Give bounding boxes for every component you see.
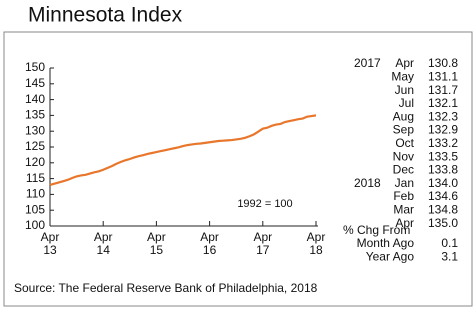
x-tick-label: 13 bbox=[43, 243, 57, 257]
table-month: Mar bbox=[393, 202, 414, 216]
x-tick-label: 18 bbox=[309, 243, 323, 257]
y-tick-label: 100 bbox=[25, 218, 45, 232]
x-tick-label: Apr bbox=[253, 230, 272, 244]
y-tick-label: 140 bbox=[25, 92, 45, 106]
table-year: 2017 bbox=[354, 56, 381, 70]
x-tick-label: Apr bbox=[41, 230, 60, 244]
table-year: 2018 bbox=[354, 176, 381, 190]
table-value: 133.2 bbox=[428, 136, 458, 150]
x-tick-label: 16 bbox=[203, 243, 217, 257]
table-month: Feb bbox=[393, 189, 414, 203]
x-tick-label: Apr bbox=[94, 230, 113, 244]
table-value: 131.1 bbox=[428, 69, 458, 83]
table-value: 135.0 bbox=[428, 216, 458, 230]
table-month: Apr bbox=[395, 56, 414, 70]
annotation: 1992 = 100 bbox=[237, 198, 292, 210]
table-value: 132.9 bbox=[428, 123, 458, 137]
table-month: Aug bbox=[393, 109, 414, 123]
change-header: % Chg From bbox=[343, 223, 410, 237]
x-tick-label: Apr bbox=[307, 230, 326, 244]
y-tick-label: 145 bbox=[25, 76, 45, 90]
y-tick-label: 105 bbox=[25, 202, 45, 216]
table-value: 133.5 bbox=[428, 149, 458, 163]
change-label: Year Ago bbox=[366, 249, 415, 263]
table-value: 132.3 bbox=[428, 109, 458, 123]
x-tick-label: Apr bbox=[200, 230, 219, 244]
x-tick-label: Apr bbox=[147, 230, 166, 244]
table-month: Sep bbox=[393, 123, 415, 137]
table-value: 131.7 bbox=[428, 83, 458, 97]
table-month: Jan bbox=[395, 176, 414, 190]
x-tick-label: 15 bbox=[150, 243, 164, 257]
table-value: 134.8 bbox=[428, 202, 458, 216]
chart-title: Minnesota Index bbox=[28, 4, 183, 27]
y-tick-label: 135 bbox=[25, 108, 45, 122]
line bbox=[49, 114, 317, 186]
table-month: Dec bbox=[393, 163, 414, 177]
table-value: 134.6 bbox=[428, 189, 458, 203]
frame bbox=[3, 31, 473, 307]
table-month: May bbox=[391, 69, 414, 83]
table-month: Apr bbox=[395, 216, 414, 230]
y-tick-label: 120 bbox=[25, 155, 45, 169]
table-value: 130.8 bbox=[428, 56, 458, 70]
y-tick-label: 130 bbox=[25, 123, 45, 137]
source: Source: The Federal Reserve Bank of Phil… bbox=[14, 281, 318, 295]
table-month: Jun bbox=[395, 83, 414, 97]
y-tick-label: 110 bbox=[26, 187, 45, 201]
change-value: 0.1 bbox=[441, 236, 458, 250]
table-month: Nov bbox=[393, 149, 414, 163]
table-value: 133.8 bbox=[428, 163, 458, 177]
table-value: 134.0 bbox=[428, 176, 458, 190]
table-month: Jul bbox=[399, 96, 414, 110]
y-tick-label: 150 bbox=[25, 60, 45, 74]
change-label: Month Ago bbox=[357, 236, 415, 250]
y-tick-label: 115 bbox=[26, 171, 45, 185]
x-tick-label: 17 bbox=[256, 243, 270, 257]
change-value: 3.1 bbox=[441, 249, 458, 263]
y-tick-label: 125 bbox=[25, 139, 45, 153]
x-tick-label: 14 bbox=[97, 243, 111, 257]
table-month: Oct bbox=[395, 136, 414, 150]
table-value: 132.1 bbox=[428, 96, 458, 110]
